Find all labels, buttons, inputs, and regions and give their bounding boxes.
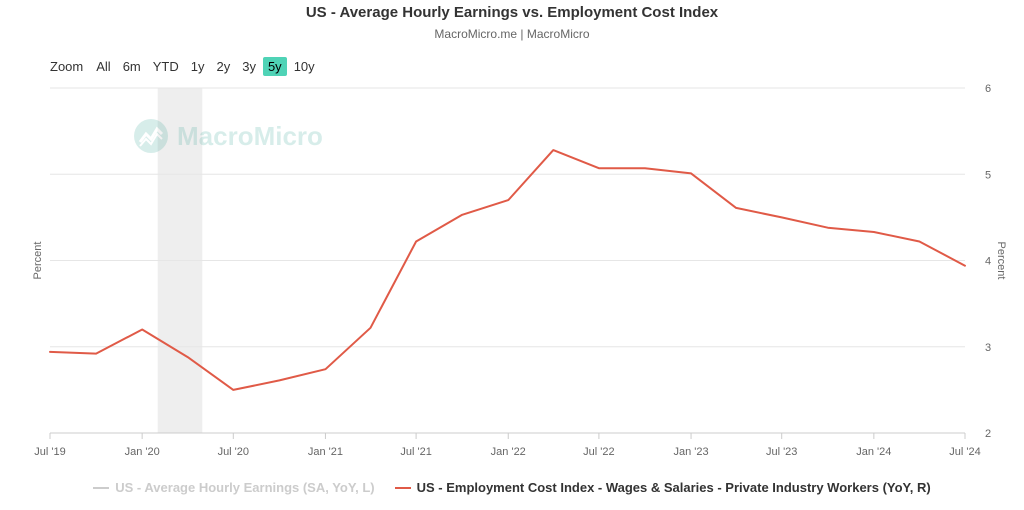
y-tick-label: 2 <box>985 428 991 440</box>
legend-line-icon <box>394 486 411 489</box>
y-tick-label: 4 <box>985 256 991 268</box>
legend-label: US - Employment Cost Index - Wages & Sal… <box>416 480 931 495</box>
x-tick-label: Jan '23 <box>673 446 708 458</box>
macromicro-logo-icon <box>134 119 168 153</box>
legend-item-employment-cost-index[interactable]: US - Employment Cost Index - Wages & Sal… <box>394 480 931 495</box>
range-button-10y[interactable]: 10y <box>293 58 315 74</box>
series-line-employment-cost-index <box>49 149 966 391</box>
legend-item-average-hourly-earnings[interactable]: US - Average Hourly Earnings (SA, YoY, L… <box>93 480 375 495</box>
y-tick-label: 5 <box>985 169 991 181</box>
y-axis-right-title: Percent <box>995 242 1007 280</box>
range-button-2y[interactable]: 2y <box>216 58 231 74</box>
range-selector: Zoom All 6m YTD 1y 2y 3y 5y 10y <box>50 55 322 77</box>
zoom-label: Zoom <box>50 58 84 74</box>
y-tick-label: 3 <box>985 342 991 354</box>
chart-legend: US - Average Hourly Earnings (SA, YoY, L… <box>0 480 1024 495</box>
x-tick-label: Jul '20 <box>218 446 249 458</box>
range-button-all[interactable]: All <box>96 58 111 74</box>
x-tick-label: Jan '22 <box>491 446 526 458</box>
legend-line-icon <box>93 486 110 489</box>
x-tick-label: Jul '22 <box>583 446 614 458</box>
chart-title: US - Average Hourly Earnings vs. Employm… <box>305 4 719 21</box>
y-tick-label: 6 <box>985 83 991 95</box>
y-axis-left-title: Percent <box>32 242 44 280</box>
range-button-ytd[interactable]: YTD <box>152 58 179 74</box>
x-tick-label: Jan '24 <box>856 446 891 458</box>
legend-label: US - Average Hourly Earnings (SA, YoY, L… <box>115 480 375 495</box>
x-tick-label: Jan '21 <box>308 446 343 458</box>
x-tick-label: Jan '20 <box>125 446 160 458</box>
watermark: MacroMicro <box>133 118 323 154</box>
chart-subtitle: MacroMicro.me | MacroMicro <box>434 27 590 41</box>
range-button-1y[interactable]: 1y <box>190 58 205 74</box>
line-chart[interactable]: 2 3 4 5 6 Jul '19 Jan '20 Jul '20 Jan '21 Jul '21… <box>0 0 1024 475</box>
x-tick-label: Jul '23 <box>766 446 797 458</box>
x-tick-label: Jul '19 <box>34 446 65 458</box>
range-button-3y[interactable]: 3y <box>242 58 256 74</box>
x-tick-label: Jul '21 <box>400 446 431 458</box>
watermark-text: MacroMicro <box>177 120 323 151</box>
x-tick-label: Jul '24 <box>949 446 980 458</box>
range-button-5y[interactable]: 5y <box>262 56 287 76</box>
range-button-6m[interactable]: 6m <box>122 58 141 74</box>
